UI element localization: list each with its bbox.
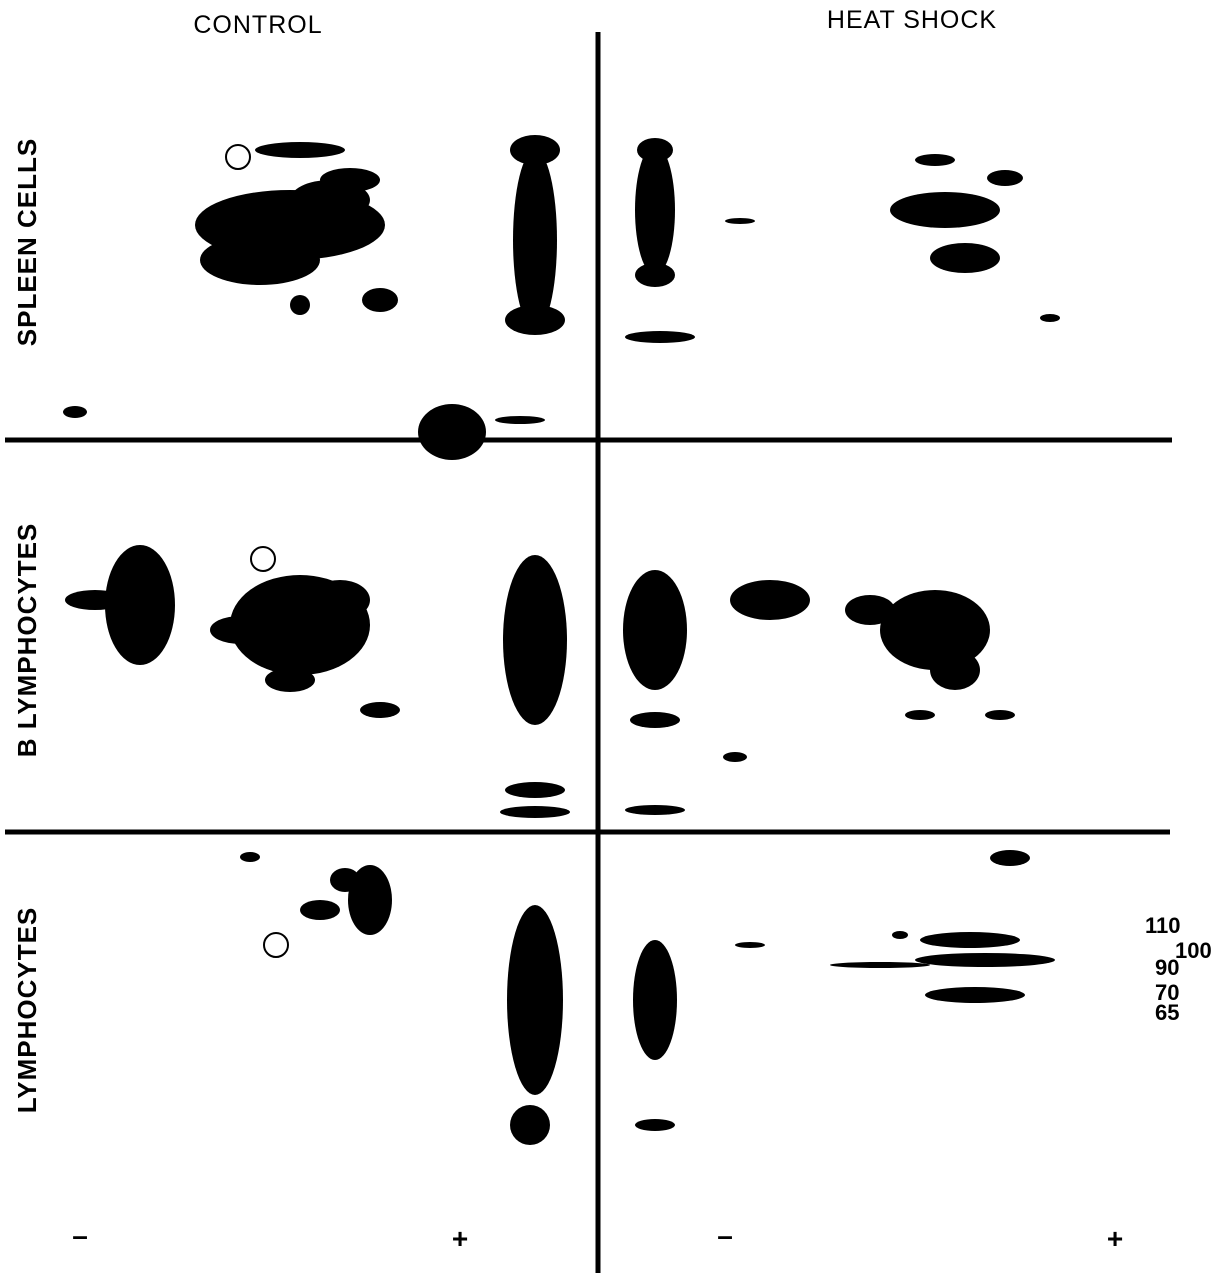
gel-spot [890, 192, 1000, 228]
gel-spot [730, 580, 810, 620]
gel-spot [633, 940, 677, 1060]
gel-spot [210, 616, 270, 644]
gel-spot [915, 154, 955, 166]
marker-label: 70 [1155, 980, 1179, 1005]
gel-spot [915, 953, 1055, 967]
gel-spot [105, 545, 175, 665]
gel-spot [507, 905, 563, 1095]
gel-spot [362, 288, 398, 312]
gel-spot [513, 150, 557, 330]
row-label: B LYMPHOCYTES [12, 523, 42, 758]
gel-spot [65, 590, 125, 610]
gel-spot [360, 702, 400, 718]
gel-spot [735, 942, 765, 948]
gel-spot [503, 555, 567, 725]
marker-label: 65 [1155, 1000, 1179, 1025]
gel-spot [635, 1119, 675, 1131]
gel-spot [495, 416, 545, 424]
gel-spot [625, 805, 685, 815]
gel-spot [290, 295, 310, 315]
gel-spot [990, 850, 1030, 866]
gel-spot [830, 962, 930, 968]
pole-label: + [452, 1223, 468, 1254]
gel-spot [63, 406, 87, 418]
gel-spot [985, 710, 1015, 720]
gel-spot [625, 331, 695, 343]
gel-spot [880, 590, 990, 670]
pole-label: – [72, 1220, 88, 1251]
reference-circle [225, 144, 251, 170]
gel-spot [1040, 314, 1060, 322]
gel-spot [505, 782, 565, 798]
reference-circle [263, 932, 289, 958]
gel-spot [905, 710, 935, 720]
pole-label: – [717, 1220, 733, 1251]
gel-spot [845, 595, 895, 625]
gel-spot [300, 900, 340, 920]
gel-spot [510, 1105, 550, 1145]
gel-spot [930, 650, 980, 690]
gel-spot [920, 932, 1020, 948]
gel-spot [310, 580, 370, 620]
gel-spot [240, 852, 260, 862]
gel-spot [265, 668, 315, 692]
row-label: LYMPHOCYTES [12, 907, 42, 1114]
column-label: CONTROL [193, 11, 322, 39]
gel-spot [200, 235, 320, 285]
pole-label: + [1107, 1223, 1123, 1254]
gel-spot [892, 931, 908, 939]
gel-spot [630, 712, 680, 728]
gel-spot [623, 570, 687, 690]
marker-label: 110 [1145, 913, 1181, 938]
gel-spot [723, 752, 747, 762]
gel-spot [255, 142, 345, 158]
gel-spots [63, 135, 1060, 1145]
gel-spot [505, 305, 565, 335]
gel-spot [925, 987, 1025, 1003]
gel-spot [635, 263, 675, 287]
gel-spot [725, 218, 755, 224]
marker-label: 100 [1175, 938, 1212, 963]
reference-circle [250, 546, 276, 572]
gel-spot [320, 168, 380, 192]
gel-spot [930, 243, 1000, 273]
gel-spot [635, 145, 675, 275]
gel-spot [637, 138, 673, 162]
gel-spot [418, 404, 486, 460]
row-label: SPLEEN CELLS [12, 138, 42, 346]
gel-spot [987, 170, 1023, 186]
gel-spot [348, 865, 392, 935]
marker-label: 90 [1155, 955, 1179, 980]
column-label: HEAT SHOCK [827, 6, 997, 34]
gel-spot [510, 135, 560, 165]
gel-spot [500, 806, 570, 818]
